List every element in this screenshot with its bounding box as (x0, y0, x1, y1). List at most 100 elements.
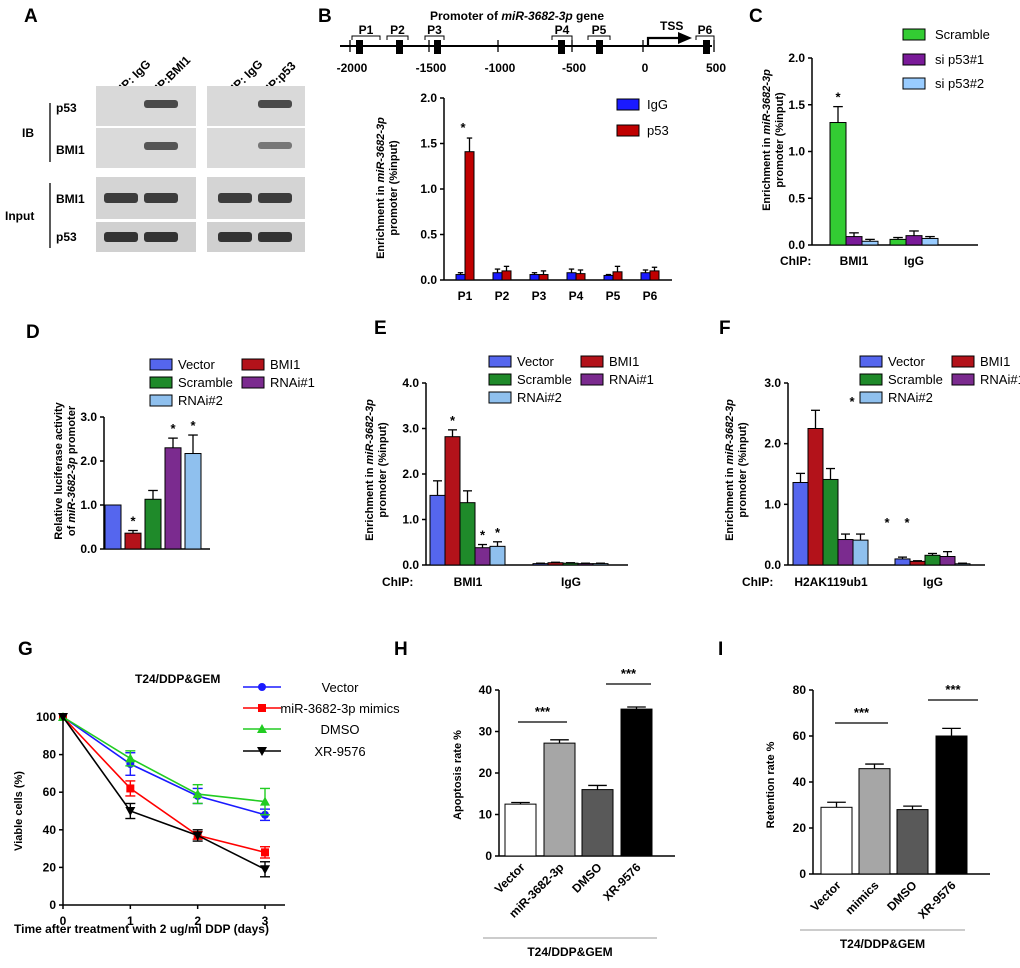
f-legend-swatch (859, 391, 883, 404)
promoter-schematic: Promoter of miR-3682-3p gene -2000 -1500-… (337, 9, 727, 75)
f-y-label-line1: Enrichment in miR-3682-3p (724, 399, 736, 541)
f-legend-label: BMI1 (980, 354, 1010, 369)
f-legend-swatch (951, 373, 975, 386)
c-chip-label: ChIP: (780, 254, 811, 268)
b-x-tick-label: P4 (569, 289, 584, 303)
band-ib-p53-ip-p53 (258, 100, 292, 108)
i-bar-dmso (896, 809, 929, 875)
c-bar-scramble (889, 238, 907, 246)
band-input-bmi1-3 (218, 193, 252, 203)
band-input-p53-2 (144, 232, 178, 242)
panel-letter-c: C (749, 6, 763, 27)
western-blot-panel: IP: IgG IP:BMI1 IP: IgG IP:p53 p53 BMI1 … (5, 53, 305, 252)
d-significance-star: * (190, 418, 196, 433)
e-bar-rnai1 (577, 563, 594, 566)
blot-ib-label: IB (22, 126, 34, 140)
promoter-tick-label: 0 (642, 61, 649, 75)
band-ib-bmi1-ip-bmi1 (144, 142, 178, 150)
c-group-label: IgG (904, 254, 924, 268)
panel-letter-e: E (374, 318, 387, 339)
i-y-tick-label: 40 (793, 775, 807, 789)
f-chip-label: ChIP: (742, 575, 773, 589)
i-x-tick-label: mimics (842, 878, 881, 917)
e-significance-star: * (495, 525, 501, 540)
g-y-tick-label: 80 (43, 748, 57, 762)
b-bar-igg (455, 274, 466, 281)
h-y-tick-label: 30 (479, 725, 493, 739)
f-bar-rnai1 (837, 539, 854, 566)
c-y-label-gene: miR-3682-3p (761, 69, 773, 135)
f-legend-swatch (859, 355, 883, 368)
g-point-dmso (260, 796, 270, 806)
c-y-tick-label: 0.0 (788, 238, 805, 252)
d-legend-label: Scramble (178, 375, 233, 390)
h-y-tick-label: 40 (479, 683, 493, 697)
b-bar-p53 (612, 271, 623, 281)
b-legend-label-p53: p53 (647, 123, 669, 138)
g-series-line-vector (62, 716, 266, 816)
b-bar-p53 (649, 270, 660, 281)
b-y-label-gene: miR-3682-3p (375, 117, 387, 183)
f-bar-vector (894, 558, 911, 566)
f-group-label: H2AK119ub1 (794, 575, 868, 589)
e-y-tick-label: 3.0 (402, 422, 419, 436)
g-y-tick-label: 0 (49, 898, 56, 912)
g-y-tick-label: 40 (43, 823, 57, 837)
b-legend-swatch-igg (616, 98, 640, 111)
g-x-tick-label: 2 (194, 914, 201, 928)
f-y-tick-label: 3.0 (764, 376, 781, 390)
i-group-label: T24/DDP&GEM (840, 937, 925, 951)
h-x-tick-label: Vector (492, 860, 528, 896)
f-y-label-part: Enrichment in (724, 465, 736, 541)
c-legend-label: si p53#1 (935, 52, 984, 67)
b-bar-p53 (464, 151, 475, 281)
band-input-bmi1-4 (258, 193, 292, 203)
f-significance-star: * (849, 394, 855, 409)
d-bar-rnai2 (184, 453, 202, 550)
g-series-line-mir36823pmimics (62, 716, 266, 854)
promoter-region-box (356, 40, 363, 54)
g-point-xr9576 (260, 865, 270, 875)
promoter-region-box (558, 40, 565, 54)
band-ib-bmi1-ip-p53 (258, 142, 292, 149)
h-significance-stars: *** (535, 704, 551, 719)
f-legend-label: Vector (888, 354, 926, 369)
b-legend-label-igg: IgG (647, 97, 668, 112)
g-y-tick-label: 100 (36, 710, 56, 724)
d-legend-label: Vector (178, 357, 216, 372)
i-y-label-line1: Retention rate % (765, 741, 777, 828)
e-y-label-part: Enrichment in (364, 465, 376, 541)
g-point-dmso (192, 789, 203, 799)
promoter-region-bracket (587, 35, 611, 40)
g-point-mir36823pmimics (261, 848, 269, 857)
promoter-region-bracket (351, 35, 381, 40)
b-bar-igg (529, 274, 540, 281)
d-y-label-part: promoter (66, 405, 78, 457)
f-bar-bmi1 (807, 428, 824, 566)
i-significance-stars: *** (854, 705, 870, 720)
band-input-p53-4 (258, 232, 292, 242)
promoter-region-bracket (424, 35, 445, 40)
e-legend-label: RNAi#1 (609, 372, 654, 387)
d-y-tick-label: 3.0 (80, 410, 97, 424)
panel-letter-d: D (26, 322, 40, 343)
d-legend-swatch (241, 358, 265, 371)
d-significance-star: * (170, 421, 176, 436)
g-series-line-xr9576 (62, 716, 266, 870)
panel-letter-h: H (394, 639, 408, 660)
promoter-region-label: P2 (390, 23, 405, 37)
c-legend-label: Scramble (935, 27, 990, 42)
e-bar-rnai2 (489, 545, 506, 566)
e-legend-label: BMI1 (609, 354, 639, 369)
g-legend-marker-mir36823pmimics (258, 704, 266, 712)
c-bar-sip532 (861, 240, 879, 246)
i-y-tick-label: 20 (793, 821, 807, 835)
h-y-tick-label: 10 (479, 808, 493, 822)
panel-letter-b: B (318, 6, 332, 27)
g-point-mir36823pmimics (126, 784, 135, 793)
g-legend-label-mir36823pmimics: miR-3682-3p mimics (280, 701, 400, 716)
c-bar-sip531 (905, 235, 923, 246)
b-significance-star: * (460, 120, 466, 135)
g-y-tick-label: 60 (43, 785, 57, 799)
